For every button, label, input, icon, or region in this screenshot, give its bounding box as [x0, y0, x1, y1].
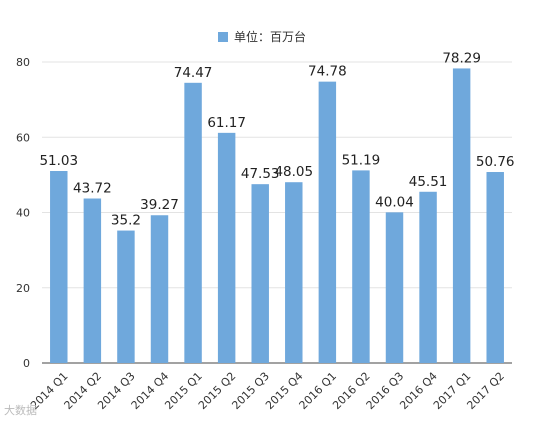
- data-label: 47.53: [241, 166, 280, 182]
- bar: [150, 215, 169, 363]
- y-tick-label: 60: [16, 131, 30, 144]
- y-tick-label: 80: [16, 56, 30, 69]
- watermark: 大数据: [4, 404, 37, 417]
- bar: [217, 132, 236, 363]
- data-label: 74.78: [308, 64, 347, 80]
- y-tick-label: 20: [16, 282, 30, 295]
- data-label: 51.03: [39, 153, 78, 169]
- data-label: 78.29: [442, 50, 481, 66]
- data-label: 45.51: [409, 174, 448, 190]
- bar: [352, 170, 370, 363]
- y-tick-label: 0: [23, 357, 30, 370]
- bar: [385, 212, 404, 363]
- data-label: 51.19: [342, 152, 381, 168]
- bar: [419, 191, 437, 363]
- bar: [117, 230, 135, 363]
- bar: [318, 81, 337, 363]
- bar: [486, 172, 504, 363]
- legend-swatch: [218, 32, 228, 42]
- data-label: 61.17: [207, 115, 246, 131]
- bar: [452, 68, 471, 364]
- bar: [251, 184, 269, 363]
- x-tick-label: 2017 Q2: [464, 370, 507, 413]
- legend-label: 单位：百万台: [234, 29, 306, 44]
- y-tick-label: 40: [16, 207, 30, 220]
- legend: 单位：百万台: [218, 29, 306, 44]
- data-label: 35.2: [111, 213, 141, 229]
- data-label: 40.04: [375, 194, 414, 210]
- data-label: 74.47: [174, 65, 213, 81]
- data-label: 43.72: [73, 181, 112, 197]
- bar: [184, 82, 202, 363]
- data-label: 50.76: [476, 154, 515, 170]
- bar: [285, 182, 303, 363]
- bar: [50, 170, 68, 363]
- bar: [83, 198, 102, 363]
- data-label: 39.27: [140, 197, 179, 213]
- data-label: 48.05: [274, 164, 313, 180]
